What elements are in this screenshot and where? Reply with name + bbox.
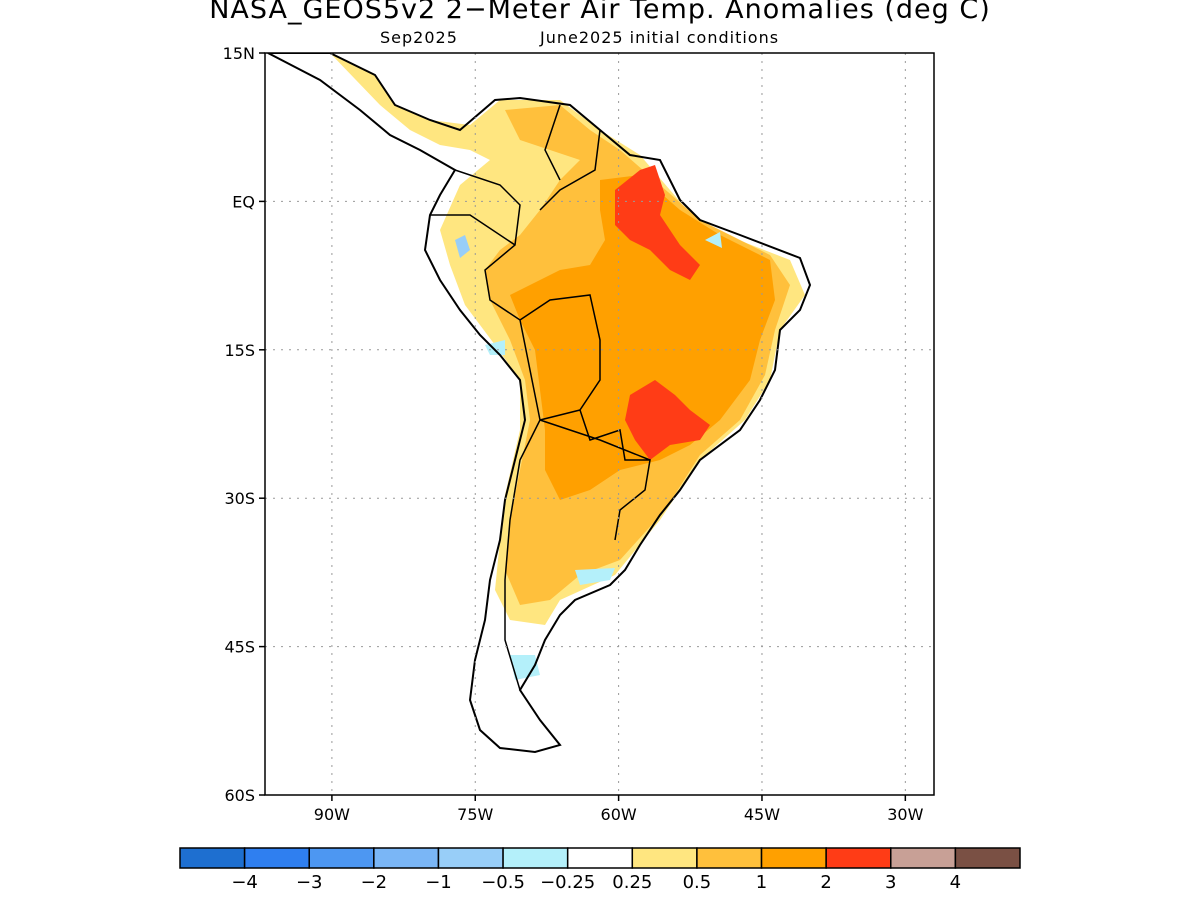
colorbar-label: 4 — [950, 872, 961, 893]
map-title: NASA_GEOS5v2 2−Meter Air Temp. Anomalies… — [209, 0, 991, 25]
colorbar-swatch — [566, 847, 634, 869]
latitude-labels: 15N EQ 15S 30S 45S 60S — [223, 44, 265, 805]
map-frame — [264, 52, 935, 796]
lat-tick-label: 45S — [224, 638, 255, 657]
colorbar-label: −0.5 — [481, 872, 525, 893]
lon-tick-label: 30W — [887, 805, 923, 824]
anomaly-field — [267, 53, 812, 754]
colorbar-label: 2 — [820, 872, 831, 893]
colorbar-label: −1 — [425, 872, 452, 893]
colorbar-label: 0.25 — [612, 872, 652, 893]
colorbar-label: −4 — [231, 872, 258, 893]
longitude-labels: 90W 75W 60W 45W 30W — [314, 795, 924, 824]
colorbar: −4 −3 −2 −1 −0.5 −0.25 0.25 0.5 1 2 3 4 — [179, 847, 1021, 893]
colorbar-swatch — [243, 847, 310, 869]
anomaly-patch-cool-2 — [510, 655, 540, 680]
colorbar-swatch — [631, 847, 698, 869]
lon-tick-label: 90W — [314, 805, 350, 824]
lon-tick-label: 45W — [744, 805, 780, 824]
colorbar-swatch — [954, 847, 1021, 869]
lon-tick-label: 60W — [601, 805, 637, 824]
colorbar-label: −3 — [296, 872, 323, 893]
coastline — [267, 53, 812, 754]
lat-tick-label: 60S — [224, 786, 255, 805]
colorbar-label: 3 — [885, 872, 896, 893]
anomaly-contour-2-central — [625, 380, 710, 460]
country-borders — [430, 104, 651, 691]
anomaly-patch-cool-1 — [455, 235, 470, 258]
colorbar-swatch — [696, 847, 763, 869]
colorbar-label: −0.25 — [540, 872, 595, 893]
colorbar-swatch — [437, 847, 504, 869]
colorbar-swatch — [825, 847, 892, 869]
lat-tick-label: EQ — [232, 192, 255, 211]
forecast-month: Sep2025 — [380, 28, 458, 47]
colorbar-swatch — [308, 847, 375, 869]
anomaly-patch-cool-5 — [705, 232, 722, 248]
anomaly-contour-1 — [510, 175, 775, 500]
lat-tick-label: 30S — [224, 489, 255, 508]
colorbar-label: 1 — [756, 872, 767, 893]
anomaly-contour-2-north — [615, 165, 700, 280]
initial-conditions-label: June2025 initial conditions — [540, 28, 780, 47]
colorbar-swatch — [179, 847, 246, 869]
lat-tick-label: 15S — [224, 341, 255, 360]
anomaly-patch-cool-3 — [575, 568, 615, 585]
lat-tick-label: 15N — [223, 44, 255, 63]
colorbar-swatch — [890, 847, 957, 869]
colorbar-label: 0.5 — [683, 872, 712, 893]
colorbar-swatch — [373, 847, 440, 869]
colorbar-swatch — [502, 847, 569, 869]
colorbar-label: −2 — [361, 872, 388, 893]
lon-tick-label: 75W — [457, 805, 493, 824]
colorbar-swatch — [760, 847, 827, 869]
